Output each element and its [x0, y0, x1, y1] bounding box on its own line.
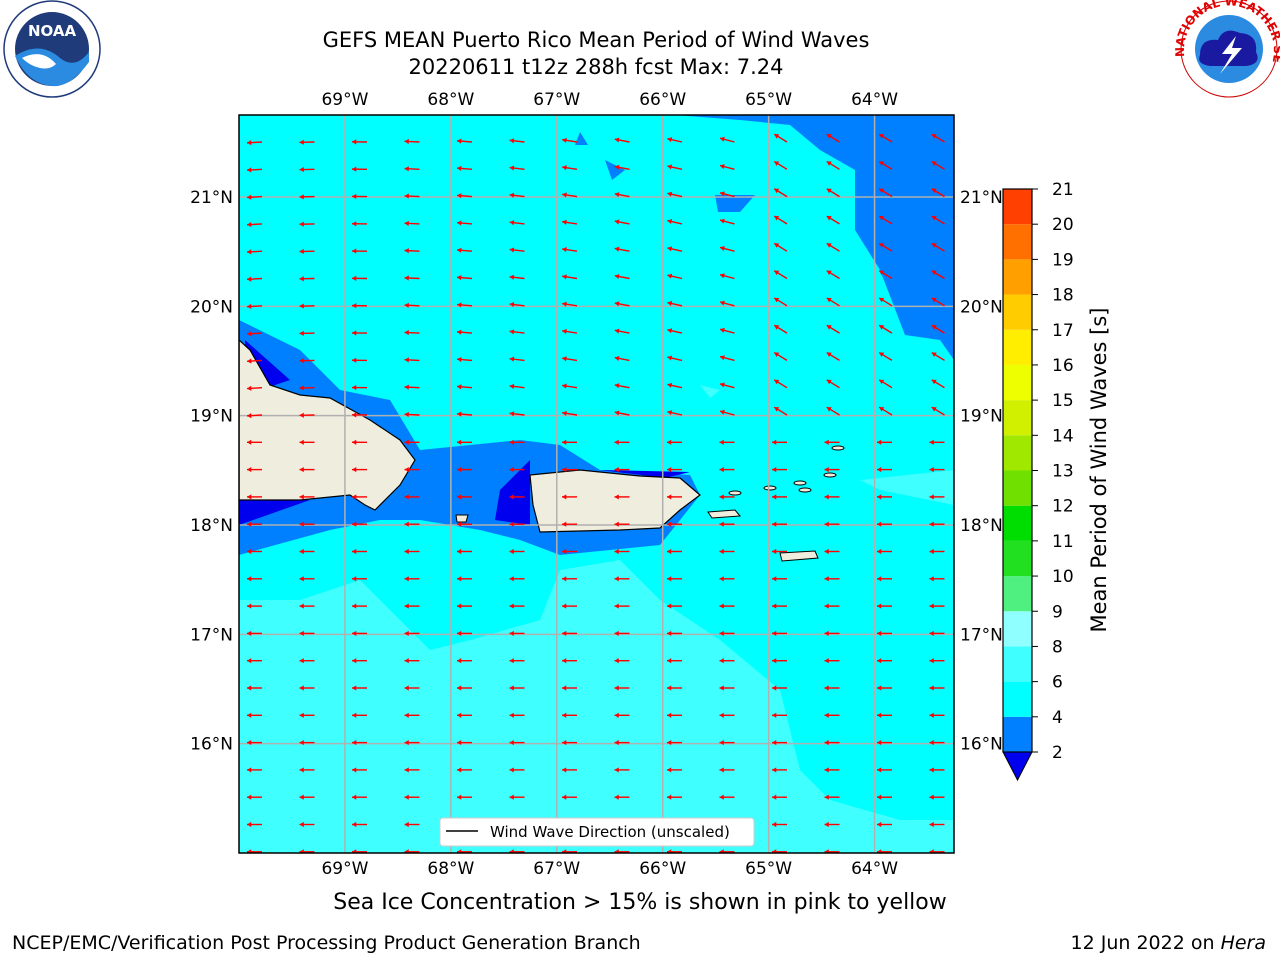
- colorbar-segment: [1003, 716, 1032, 752]
- colorbar-segment: [1003, 294, 1032, 330]
- nws-logo-icon: NATIONAL WEATHER SERVICE: [0, 0, 1280, 98]
- svg-text:NOAA: NOAA: [28, 22, 77, 40]
- lat-label-left: 18°N: [190, 516, 233, 536]
- lon-label-bottom: 68°W: [427, 859, 474, 879]
- colorbar-tick-label: 12: [1052, 497, 1074, 517]
- colorbar-segment: [1003, 329, 1032, 365]
- run-date: 12 Jun 2022 on Hera: [1070, 932, 1266, 954]
- colorbar-segment: [1003, 576, 1032, 612]
- colorbar-segment: [1003, 611, 1032, 647]
- colorbar-tick-label: 9: [1052, 602, 1063, 622]
- colorbar-tick-label: 19: [1052, 250, 1074, 270]
- colorbar-segment: [1003, 364, 1032, 401]
- lat-label-left: 19°N: [190, 407, 233, 427]
- lon-label-bottom: 69°W: [321, 859, 368, 879]
- colorbar-segment: [1003, 259, 1032, 295]
- colorbar-tick-label: 20: [1052, 215, 1074, 235]
- lat-label-right: 18°N: [960, 516, 1003, 536]
- colorbar-tick-label: 4: [1052, 708, 1063, 728]
- lat-label-right: 17°N: [960, 625, 1003, 645]
- lat-label-right: 19°N: [960, 407, 1003, 427]
- lon-label-top: 68°W: [427, 90, 474, 110]
- colorbar-tick-label: 14: [1052, 426, 1074, 446]
- colorbar-tick-label: 13: [1052, 462, 1074, 482]
- colorbar-segment: [1003, 400, 1032, 436]
- colorbar-tick-label: 18: [1052, 286, 1074, 306]
- lat-label-right: 20°N: [960, 297, 1003, 317]
- colorbar-tick-label: 8: [1052, 637, 1063, 657]
- lat-label-right: 21°N: [960, 188, 1003, 208]
- lon-label-bottom: 64°W: [851, 859, 898, 879]
- colorbar-tick-label: 6: [1052, 673, 1063, 693]
- colorbar-segment: [1003, 435, 1032, 471]
- map-area[interactable]: [239, 115, 954, 854]
- branch-credit: NCEP/EMC/Verification Post Processing Pr…: [12, 932, 641, 954]
- lat-label-left: 17°N: [190, 625, 233, 645]
- colorbar-tick-label: 15: [1052, 391, 1074, 411]
- lat-label-left: 21°N: [190, 188, 233, 208]
- colorbar-label: Mean Period of Wind Waves [s]: [1087, 308, 1111, 633]
- lat-label-right: 16°N: [960, 735, 1003, 755]
- lat-label-left: 20°N: [190, 297, 233, 317]
- lon-label-top: 69°W: [321, 90, 368, 110]
- land-masses: [239, 339, 845, 562]
- colorbar: 2 4 6 8 9 10 11 12 13 14 15 16 17 18 19 20 21: [1002, 180, 1074, 782]
- lon-label-top: 65°W: [745, 90, 792, 110]
- lon-label-bottom: 65°W: [745, 859, 792, 879]
- wind-wave-direction-arrows: [246, 133, 945, 853]
- colorbar-tick-label: 10: [1052, 567, 1074, 587]
- colorbar-segment: [1003, 189, 1032, 225]
- machine-name: Hera: [1220, 932, 1266, 954]
- colorbar-tick-label: 11: [1052, 532, 1074, 552]
- colorbar-tick-label: 21: [1052, 180, 1074, 200]
- map-title: GEFS MEAN Puerto Rico Mean Period of Win…: [322, 28, 870, 52]
- colorbar-segment: [1003, 681, 1032, 717]
- lon-label-bottom: 67°W: [533, 859, 580, 879]
- lon-label-top: 67°W: [533, 90, 580, 110]
- colorbar-tick-label: 2: [1052, 743, 1063, 763]
- lon-label-bottom: 66°W: [639, 859, 686, 879]
- colorbar-segment: [1003, 540, 1032, 577]
- colorbar-underflow-icon: [1002, 751, 1033, 782]
- graticule: [239, 115, 954, 853]
- colorbar-segment: [1003, 646, 1032, 682]
- map-frame: [238, 114, 955, 854]
- colorbar-tick-label: 17: [1052, 321, 1074, 341]
- map-legend: Wind Wave Direction (unscaled): [439, 817, 755, 847]
- colorbar-segment: [1003, 470, 1032, 506]
- colorbar-tick-label: 16: [1052, 356, 1074, 376]
- colorbar-segment: [1003, 224, 1032, 260]
- lon-label-top: 66°W: [639, 90, 686, 110]
- lon-label-top: 64°W: [851, 90, 898, 110]
- noaa-logo-icon: NOAA: [3, 0, 101, 98]
- sea-ice-note: Sea Ice Concentration > 15% is shown in …: [333, 890, 947, 915]
- svg-text:NATIONAL WEATHER SERVICE: NATIONAL WEATHER SERVICE: [0, 0, 1280, 64]
- lat-label-left: 16°N: [190, 735, 233, 755]
- map-subtitle: 20220611 t12z 288h fcst Max: 7.24: [408, 55, 784, 79]
- colorbar-segment: [1003, 505, 1032, 541]
- legend-label: Wind Wave Direction (unscaled): [490, 823, 730, 841]
